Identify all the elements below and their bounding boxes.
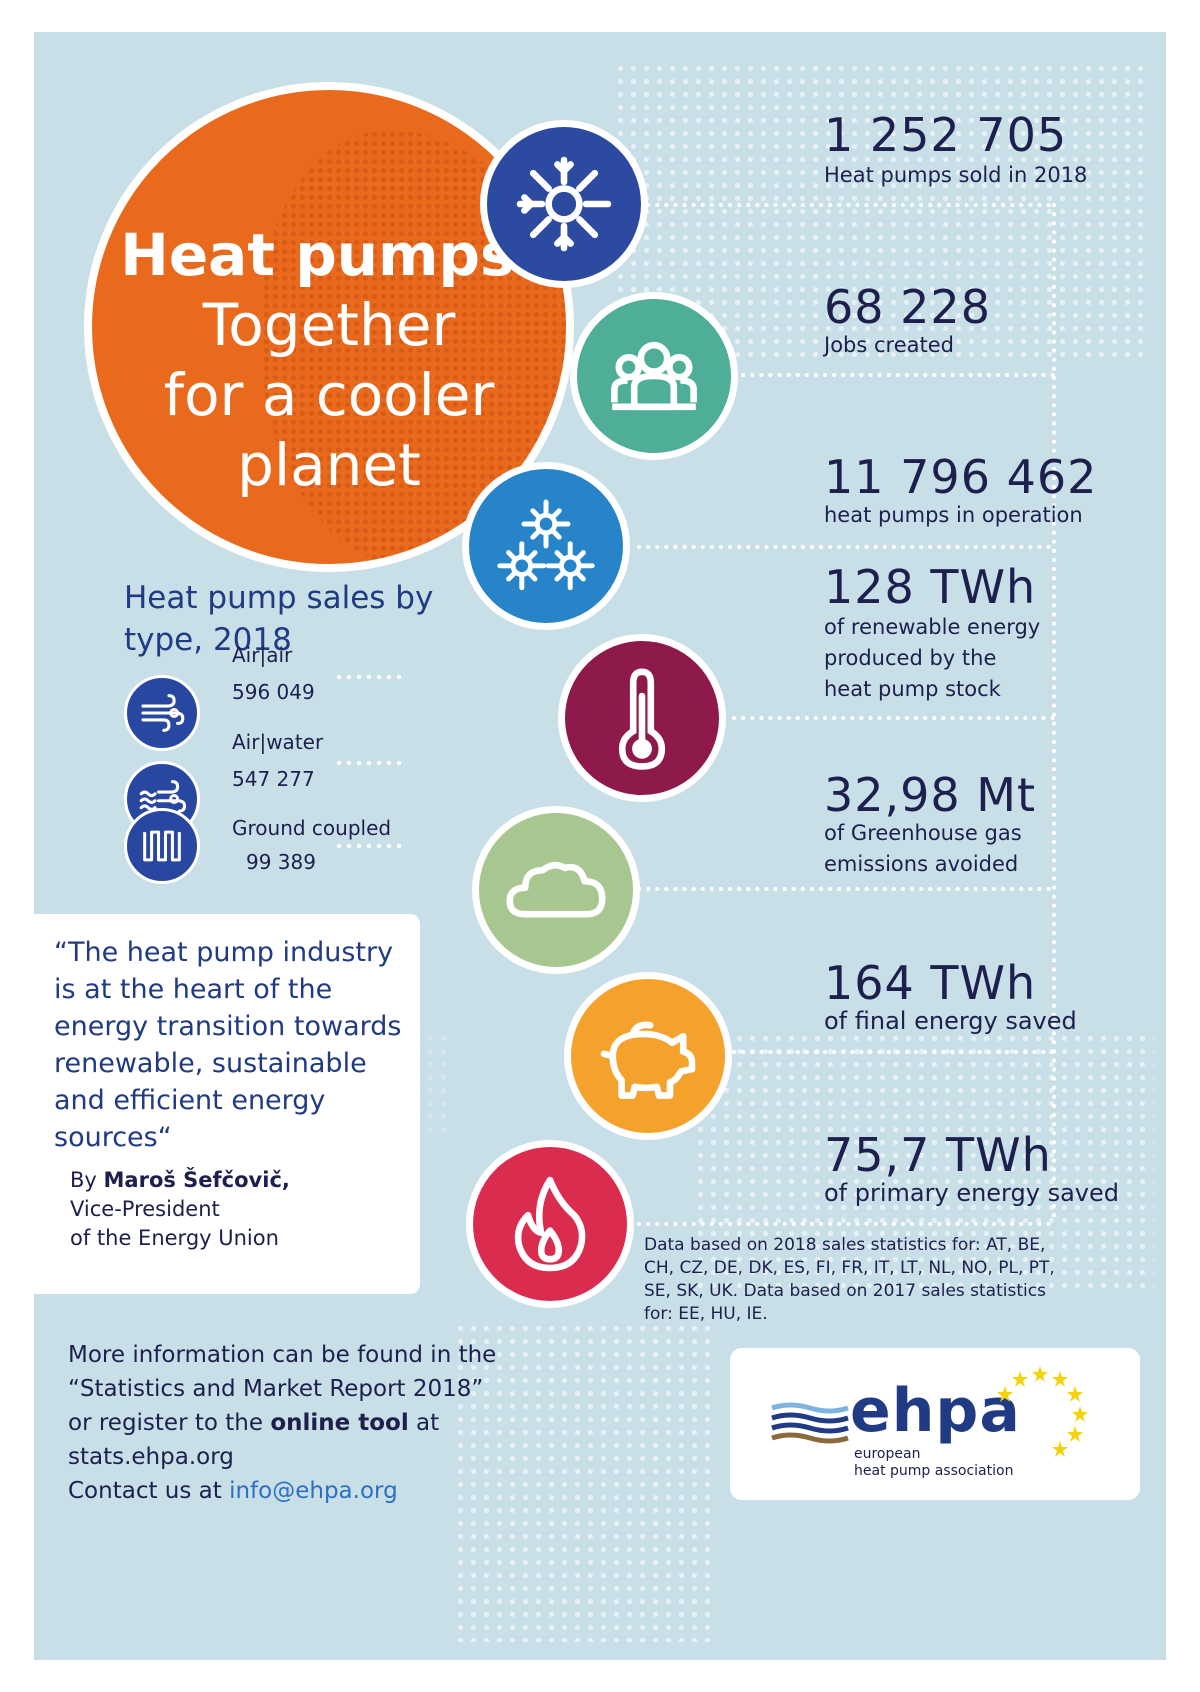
more-info: More information can be found in the “St… bbox=[68, 1338, 568, 1508]
page-title: Heat pumps: Together for a cooler planet bbox=[92, 220, 566, 500]
stat-value: 164 TWh bbox=[824, 956, 1037, 1010]
info-line-1: More information can be found in the bbox=[68, 1342, 497, 1368]
wind-icon bbox=[124, 675, 200, 751]
dot-pattern bbox=[694, 1032, 1154, 1292]
quote-author-name: Maroš Šefčovič, bbox=[103, 1168, 290, 1192]
quote-text: “The heat pump industry is at the heart … bbox=[54, 937, 402, 1153]
info-line-3c: at bbox=[408, 1410, 440, 1436]
contact-prefix: Contact us at bbox=[68, 1478, 230, 1504]
quote-role-line-2: of the Energy Union bbox=[70, 1226, 279, 1250]
title-line-4: planet bbox=[237, 431, 421, 499]
ehpa-logo: ehpa european heat pump association bbox=[730, 1348, 1140, 1500]
stat-value: 68 228 bbox=[824, 280, 991, 334]
dotted-connectors bbox=[637, 203, 1056, 1226]
multiple-sun-snowflake-icon bbox=[462, 462, 630, 630]
flame-icon bbox=[466, 1140, 634, 1308]
sales-value: 596 049 bbox=[232, 680, 315, 704]
sales-label: Ground coupled bbox=[232, 816, 392, 840]
dotted-divider bbox=[334, 844, 404, 848]
piggy-bank-icon bbox=[564, 972, 732, 1140]
dotted-divider bbox=[334, 761, 404, 765]
info-line-2: “Statistics and Market Report 2018” bbox=[68, 1376, 484, 1402]
info-line-5: Contact us at info@ehpa.org bbox=[68, 1474, 568, 1508]
infographic-poster: Heat pumps: Together for a cooler planet bbox=[34, 32, 1166, 1660]
sales-section-title: Heat pump sales by type, 2018 bbox=[124, 580, 434, 658]
people-group-icon bbox=[570, 292, 738, 460]
stat-value: 128 TWh bbox=[824, 560, 1037, 614]
sales-value: 547 277 bbox=[232, 767, 315, 791]
ground-coil-icon bbox=[124, 808, 200, 884]
stat-desc: heat pumps in operation bbox=[824, 503, 1083, 527]
stat-desc: of Greenhouse gas emissions avoided bbox=[824, 821, 1022, 876]
info-line-3: or register to the online tool at bbox=[68, 1406, 568, 1440]
info-line-3a: or register to the bbox=[68, 1410, 271, 1436]
stat-value: 32,98 Mt bbox=[824, 768, 1037, 822]
stat-value: 11 796 462 bbox=[824, 450, 1098, 504]
eu-stars-icon bbox=[997, 1366, 1088, 1457]
stat-desc: Heat pumps sold in 2018 bbox=[824, 163, 1088, 187]
logo-wordmark: ehpa bbox=[850, 1376, 1021, 1446]
title-line-1: Heat pumps: bbox=[120, 221, 538, 289]
thermometer-icon bbox=[558, 634, 726, 802]
contact-email-link[interactable]: info@ehpa.org bbox=[229, 1478, 398, 1504]
sales-label: Air|air bbox=[232, 643, 293, 667]
sales-label: Air|water bbox=[232, 730, 324, 754]
stat-desc: of final energy saved bbox=[824, 1007, 1077, 1035]
stat-value: 1 252 705 bbox=[824, 108, 1068, 162]
stat-desc: of primary energy saved bbox=[824, 1179, 1119, 1207]
dot-pattern bbox=[454, 1322, 714, 1642]
logo-subtitle: european heat pump association bbox=[854, 1446, 1074, 1480]
quote-by: By bbox=[70, 1168, 104, 1192]
logo-sub-line-2: heat pump association bbox=[854, 1463, 1014, 1479]
logo-sub-line-1: european bbox=[854, 1446, 921, 1462]
title-line-3: for a cooler bbox=[163, 361, 495, 429]
stats-url-link[interactable]: stats.ehpa.org bbox=[68, 1444, 234, 1470]
stat-value: 75,7 TWh bbox=[824, 1128, 1052, 1182]
quote-role-line-1: Vice-President bbox=[70, 1197, 220, 1221]
sales-value: 99 389 bbox=[246, 850, 316, 874]
data-footnote: Data based on 2018 sales statistics for:… bbox=[644, 1235, 1055, 1324]
stat-desc: Jobs created bbox=[824, 333, 954, 357]
logo-waves-icon bbox=[771, 1402, 849, 1444]
sun-snowflake-icon bbox=[480, 120, 648, 288]
title-line-2: Together bbox=[202, 291, 456, 359]
dotted-divider bbox=[334, 675, 404, 679]
quote-attribution: By Maroš Šefčovič, Vice-President of the… bbox=[70, 1166, 410, 1253]
stat-desc: of renewable energy produced by the heat… bbox=[824, 615, 1041, 701]
quote-box: “The heat pump industry is at the heart … bbox=[34, 914, 420, 1294]
online-tool-text: online tool bbox=[270, 1410, 409, 1436]
cloud-icon bbox=[472, 806, 640, 974]
